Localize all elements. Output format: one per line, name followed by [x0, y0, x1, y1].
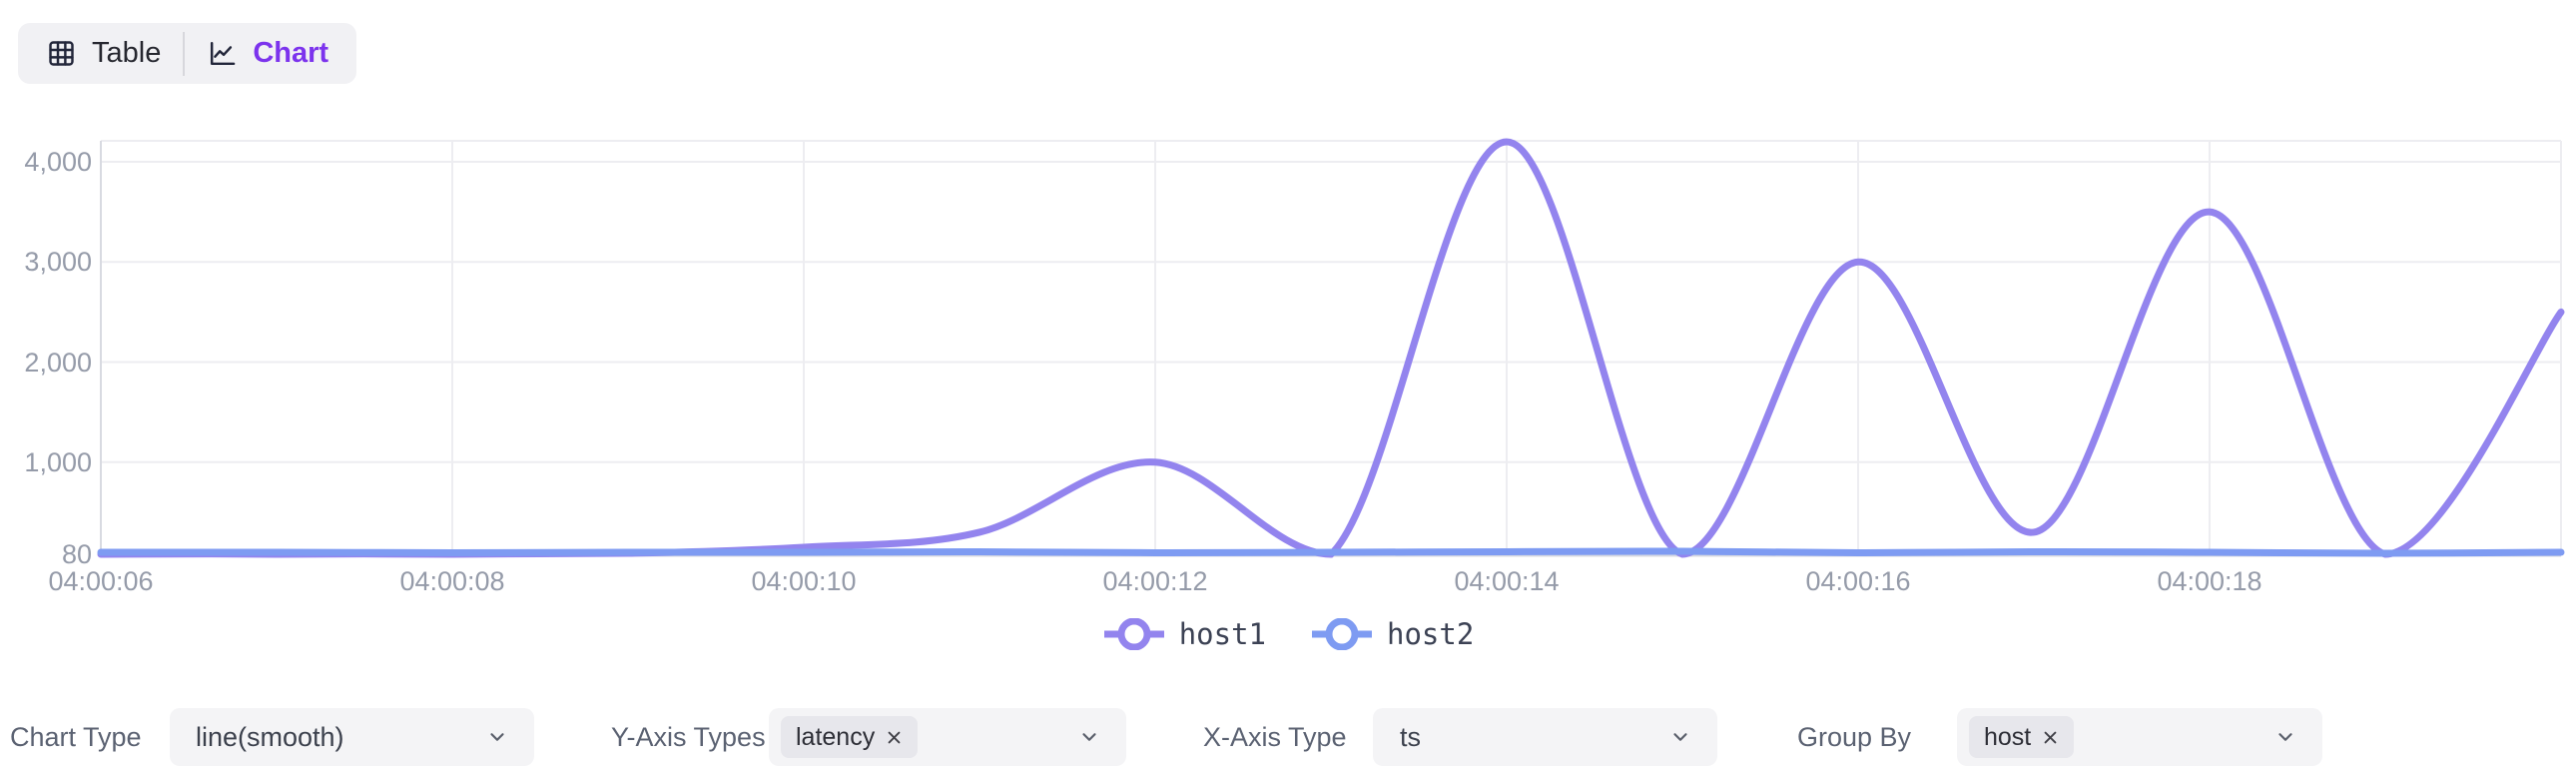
chevron-down-icon — [1673, 733, 1687, 741]
toggle-divider — [183, 31, 186, 76]
tab-table-label: Table — [92, 37, 162, 69]
chart-area[interactable]: 80 1,000 2,000 3,000 4,000 04:00:06 04:00:08 04… — [0, 90, 2576, 609]
legend-marker-host1-icon — [1103, 618, 1164, 650]
tab-table[interactable]: Table — [24, 23, 183, 84]
chart-legend: host1 host2 — [0, 617, 2576, 651]
x-axis-tick-label: 04:00:18 — [2157, 566, 2262, 596]
legend-item-host1[interactable]: host1 — [1102, 617, 1266, 651]
series-line-host2[interactable] — [97, 547, 2565, 557]
x-axis-tick-label: 04:00:16 — [1805, 566, 1911, 596]
y-axis-tick-label: 4,000 — [24, 147, 92, 178]
x-axis-type-select[interactable]: ts — [1373, 708, 1717, 766]
chevron-down-icon — [1082, 733, 1096, 741]
y-axis-tag-latency: latency — [781, 716, 919, 758]
group-by-tag-text: host — [1984, 722, 2032, 751]
group-by-multiselect[interactable]: host — [1957, 708, 2322, 766]
remove-tag-icon[interactable] — [886, 729, 903, 746]
y-axis-tick-label: 1,000 — [24, 446, 92, 477]
y-axis-types-label: Y-Axis Types — [611, 722, 766, 752]
line-chart-icon — [211, 41, 236, 66]
legend-label-host1: host1 — [1178, 617, 1266, 651]
chevron-down-icon — [490, 733, 504, 741]
y-axis-tick-label: 2,000 — [24, 347, 92, 378]
y-axis-tick-label: 3,000 — [24, 247, 92, 278]
x-axis-type-value: ts — [1400, 721, 1422, 752]
chevron-down-icon — [2278, 733, 2292, 741]
legend-item-host2[interactable]: host2 — [1310, 617, 1474, 651]
view-toggle: Table Chart — [18, 23, 357, 84]
chart-canvas[interactable] — [0, 90, 2576, 609]
series-line-host1[interactable] — [97, 138, 2565, 558]
tab-chart-label: Chart — [253, 37, 329, 69]
y-axis-tick-label: 80 — [61, 539, 92, 569]
tab-chart[interactable]: Chart — [185, 23, 350, 84]
x-axis-tick-label: 04:00:08 — [399, 566, 505, 596]
group-by-tag-host: host — [1969, 716, 2075, 758]
remove-tag-icon[interactable] — [2042, 729, 2059, 746]
x-axis-tick-label: 04:00:12 — [1102, 566, 1208, 596]
chart-type-value: line(smooth) — [196, 721, 344, 752]
chart-controls: Chart Type line(smooth) Y-Axis Types lat… — [0, 708, 2576, 766]
x-axis-type-label: X-Axis Type — [1203, 722, 1347, 752]
x-axis-tick-label: 04:00:06 — [48, 566, 154, 596]
group-by-label: Group By — [1797, 722, 1912, 752]
y-axis-types-multiselect[interactable]: latency — [769, 708, 1126, 766]
chart-type-select[interactable]: line(smooth) — [170, 708, 534, 766]
y-axis-tag-text: latency — [796, 722, 876, 751]
legend-label-host2: host2 — [1387, 617, 1475, 651]
table-icon — [49, 41, 74, 66]
legend-marker-host2-icon — [1312, 618, 1372, 650]
x-axis-tick-label: 04:00:14 — [1454, 566, 1560, 596]
x-axis-tick-label: 04:00:10 — [751, 566, 857, 596]
chart-type-label: Chart Type — [10, 722, 142, 752]
